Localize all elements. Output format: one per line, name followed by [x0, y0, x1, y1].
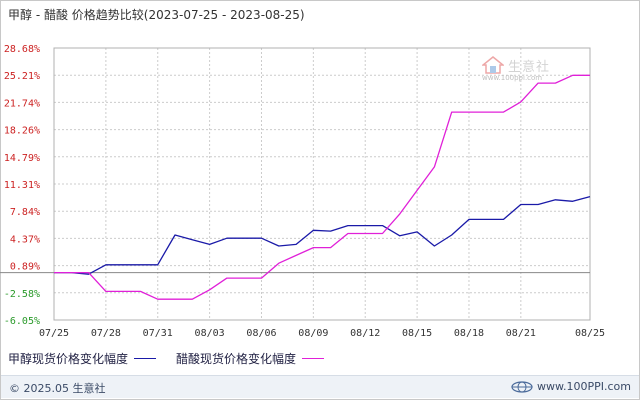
x-tick-label: 08/09 [298, 328, 328, 339]
y-tick-label: 14.79% [4, 153, 40, 164]
footer-site-link[interactable]: www.100PPI.com [537, 380, 631, 393]
x-tick-label: 08/25 [575, 328, 605, 339]
y-tick-label: 18.26% [4, 126, 40, 137]
x-tick-label: 08/21 [506, 328, 536, 339]
series-line-methanol [54, 195, 591, 275]
watermark-text: 生意社 [508, 59, 551, 75]
footer-site[interactable]: www.100PPI.com [511, 380, 631, 393]
y-tick-label: 11.31% [4, 180, 40, 191]
legend-swatch-methanol [134, 357, 157, 359]
x-tick-label: 07/28 [91, 328, 121, 339]
legend-item-acetic: 醋酸现货价格变化幅度 [176, 350, 325, 367]
x-tick-label: 08/06 [246, 328, 276, 339]
legend-swatch-acetic [302, 357, 325, 359]
x-tick-label: 08/12 [350, 328, 380, 339]
y-tick-label: -2.58% [4, 289, 40, 300]
y-tick-label: 4.37% [10, 234, 40, 245]
globe-logo-icon [511, 380, 533, 393]
series-line-acetic [54, 74, 590, 300]
y-tick-label: 25.21% [4, 71, 40, 82]
legend-label-acetic: 醋酸现货价格变化幅度 [176, 351, 297, 366]
x-tick-label: 08/18 [454, 328, 484, 339]
x-tick-label: 07/25 [39, 328, 69, 339]
y-tick-label: 21.74% [4, 98, 40, 109]
y-tick-label: 28.68% [4, 44, 40, 55]
legend: 甲醇现货价格变化幅度 醋酸现货价格变化幅度 [8, 348, 344, 368]
x-tick-label: 08/03 [195, 328, 225, 339]
footer-bar: © 2025.05 生意社 www.100PPI.com [1, 375, 639, 398]
y-tick-label: -6.05% [4, 316, 40, 327]
chart-title: 甲醇 - 醋酸 价格趋势比较(2023-07-25 - 2023-08-25) [8, 8, 305, 22]
y-tick-label: 0.89% [10, 262, 40, 273]
house-logo-icon [482, 56, 504, 74]
watermark-logo: 生意社 [482, 54, 552, 76]
legend-label-methanol: 甲醇现货价格变化幅度 [8, 351, 129, 366]
y-tick-label: 7.84% [10, 207, 40, 218]
x-tick-label: 07/31 [143, 328, 173, 339]
plot-border [53, 47, 591, 321]
footer-copyright: © 2025.05 生意社 [9, 382, 106, 395]
watermark-url: www.100ppi.com [482, 74, 543, 82]
plot-area: 28.68% 25.21% 21.74% 18.26% 14.79% 11.31% 7.84… [0, 44, 605, 339]
legend-item-methanol: 甲醇现货价格变化幅度 [8, 350, 157, 367]
x-tick-label: 08/15 [402, 328, 432, 339]
